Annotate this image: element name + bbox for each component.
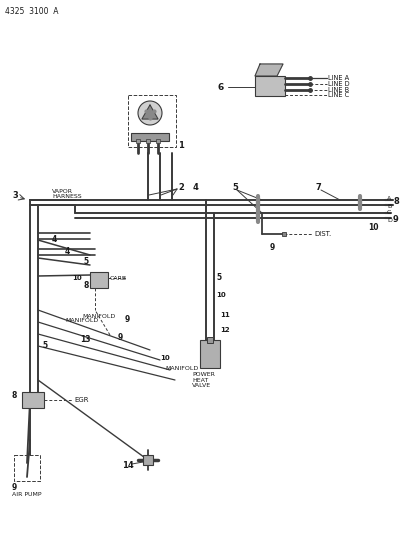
- Text: A: A: [387, 197, 391, 201]
- Text: 7: 7: [316, 183, 322, 192]
- Text: 12: 12: [220, 327, 230, 333]
- Text: 10: 10: [216, 292, 226, 298]
- Text: 4: 4: [65, 247, 70, 256]
- Text: 9: 9: [12, 482, 17, 491]
- Text: 8: 8: [393, 197, 399, 206]
- Text: EGR: EGR: [74, 397, 89, 403]
- Text: 5: 5: [83, 257, 88, 266]
- Text: 4: 4: [52, 236, 57, 245]
- Text: 4325  3100  A: 4325 3100 A: [5, 7, 58, 17]
- Text: 10: 10: [72, 275, 82, 281]
- Bar: [14, 455, 40, 481]
- Text: 9: 9: [118, 334, 123, 343]
- Text: B: B: [387, 205, 391, 209]
- Bar: [128, 95, 176, 147]
- Text: MANIFOLD: MANIFOLD: [165, 366, 198, 370]
- Text: LINE D: LINE D: [328, 81, 350, 87]
- Text: AIR PUMP: AIR PUMP: [12, 492, 42, 497]
- Text: 9: 9: [393, 215, 399, 224]
- Text: CARB: CARB: [110, 276, 127, 280]
- Text: DIST.: DIST.: [314, 231, 331, 237]
- Text: 13: 13: [80, 335, 91, 344]
- Bar: [90, 272, 108, 288]
- Text: MANIFOLD: MANIFOLD: [82, 314, 115, 319]
- Text: 5: 5: [42, 341, 47, 350]
- Text: 5: 5: [232, 183, 238, 192]
- Text: LINE B: LINE B: [328, 87, 349, 93]
- Polygon shape: [142, 105, 158, 119]
- Text: 10: 10: [368, 223, 379, 232]
- Text: 8: 8: [12, 392, 18, 400]
- Text: 8: 8: [84, 280, 89, 289]
- Text: D: D: [387, 217, 392, 222]
- Polygon shape: [255, 64, 283, 76]
- Bar: [255, 76, 285, 96]
- Text: 6: 6: [218, 84, 224, 93]
- Text: 11: 11: [220, 312, 230, 318]
- Text: 10: 10: [160, 355, 170, 361]
- Bar: [200, 340, 220, 368]
- Bar: [143, 455, 153, 465]
- Text: 1: 1: [178, 141, 184, 149]
- Text: 9: 9: [125, 316, 130, 325]
- Text: C: C: [387, 211, 391, 215]
- Text: 3: 3: [12, 190, 18, 199]
- Text: 9: 9: [270, 244, 275, 253]
- Text: 4: 4: [193, 183, 199, 192]
- Text: 2: 2: [178, 183, 184, 192]
- Text: LINE A: LINE A: [328, 75, 349, 81]
- Text: 5: 5: [216, 272, 221, 281]
- Text: VAPOR
HARNESS: VAPOR HARNESS: [52, 189, 82, 199]
- Text: MANIFOLD: MANIFOLD: [65, 318, 98, 322]
- Text: 14: 14: [122, 462, 134, 471]
- Text: POWER
HEAT
VALVE: POWER HEAT VALVE: [192, 372, 215, 389]
- Circle shape: [138, 101, 162, 125]
- Bar: [22, 392, 44, 408]
- Bar: [131, 133, 169, 141]
- Text: LINE C: LINE C: [328, 92, 349, 98]
